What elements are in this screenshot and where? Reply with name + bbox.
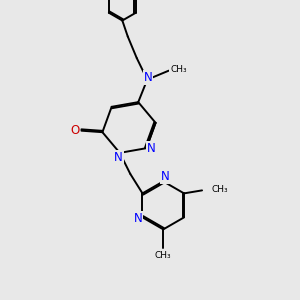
Text: N: N [161, 170, 170, 183]
Text: N: N [114, 151, 123, 164]
Text: CH₃: CH₃ [212, 185, 228, 194]
Text: CH₃: CH₃ [170, 64, 187, 74]
Text: CH₃: CH₃ [155, 251, 172, 260]
Text: N: N [143, 71, 152, 84]
Text: N: N [134, 212, 142, 225]
Text: N: N [146, 142, 155, 155]
Text: O: O [70, 124, 80, 136]
